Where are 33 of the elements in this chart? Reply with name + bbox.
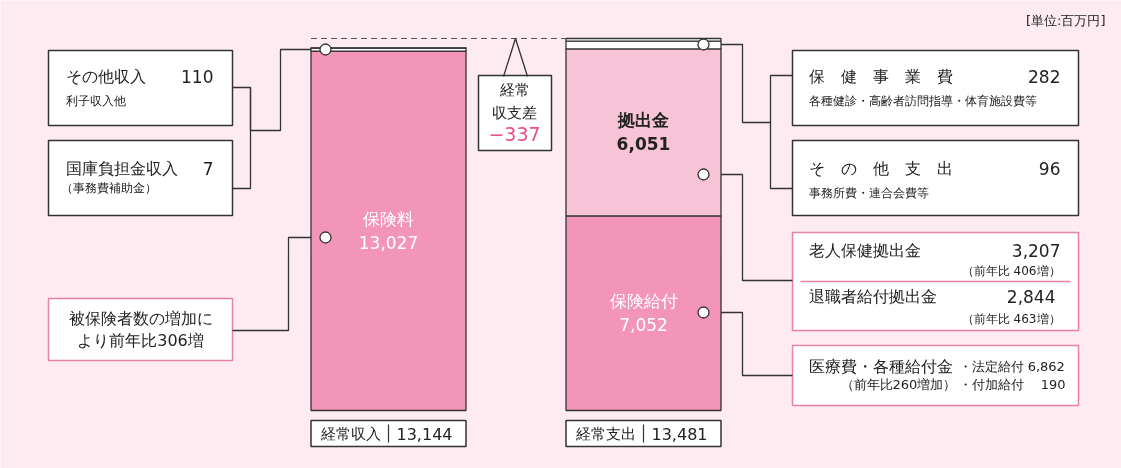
text: 3,207 [1011, 241, 1061, 261]
text: （前年比260増加） [840, 377, 957, 392]
text: （事務費補助金） [60, 180, 157, 195]
text: 利子収入他 [65, 93, 126, 108]
text: 282 [1028, 67, 1061, 87]
text: （前年比 406増） [961, 263, 1061, 278]
text: 被保険者数の増加により前年比306増 [68, 308, 213, 351]
data-label: 拠出金 6,051 [616, 110, 671, 155]
annotation: −337 [488, 122, 541, 145]
data-label: 保険料 13,027 [358, 208, 419, 253]
text: 各種健診・高齢者訪問指導・体育施設費等 [808, 93, 1037, 108]
text: 老人保健拠出金 [808, 241, 921, 260]
text: 退職者給付拠出金 [808, 287, 937, 306]
text: 110 [181, 67, 214, 87]
text: [単位:百万円] [1025, 13, 1106, 28]
text: その他収入 [65, 67, 146, 86]
text: ・法定給付 6,862 [958, 359, 1065, 374]
x-tick-label: 経常収入 [319, 424, 381, 443]
data-label: 保険給付 7,052 [609, 291, 678, 336]
text: 国庫負担金収入 [65, 159, 178, 178]
text: （前年比 463増） [961, 311, 1061, 326]
text: 96 [1038, 159, 1061, 179]
x-tick-label: 経常支出 [574, 424, 636, 443]
text: 7 [202, 159, 214, 179]
total-label: 13,481 [651, 424, 708, 444]
text: 医療費・各種給付金 [808, 357, 953, 376]
ref-line-label: 経常収支差 [492, 81, 537, 122]
text: 2,844 [1006, 287, 1056, 307]
text: ・付加給付 190 [958, 377, 1066, 392]
total-label: 13,144 [396, 424, 453, 444]
text: 事務所費・連合会費等 [808, 185, 929, 200]
text: 保 健 事 業 費 [808, 67, 953, 86]
text: そ の 他 支 出 [808, 159, 953, 178]
